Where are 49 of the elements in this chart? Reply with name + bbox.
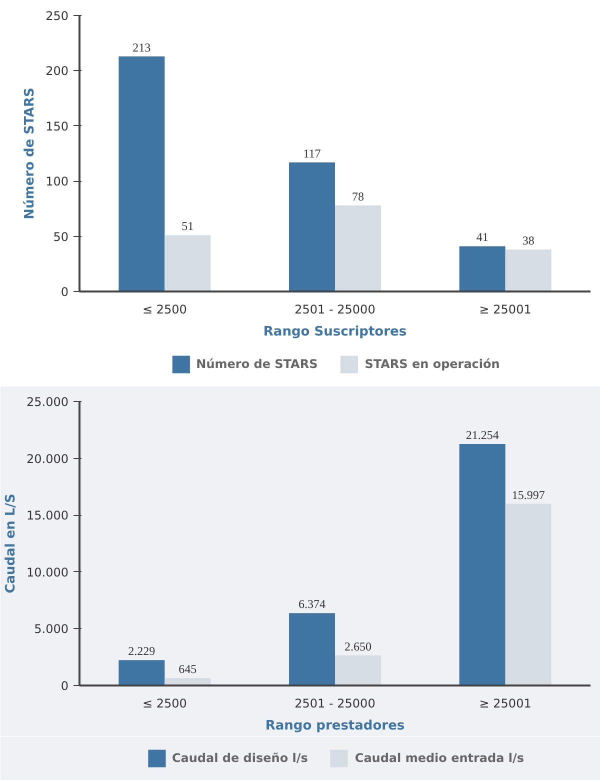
x-tick-label: ≥ 25001 — [479, 302, 532, 316]
bar — [289, 613, 335, 686]
y-axis-title: Número de STARS — [22, 88, 38, 220]
y-tick-label: 50 — [53, 230, 69, 244]
data-label: 21.254 — [466, 428, 499, 442]
y-tick-label: 200 — [46, 64, 68, 78]
bar — [164, 235, 211, 292]
data-label: 213 — [132, 40, 151, 54]
data-label: 2.650 — [344, 639, 372, 654]
bar — [118, 56, 165, 292]
x-tick-label: ≤ 2500 — [142, 302, 187, 316]
x-tick-label: 2501 - 25000 — [294, 302, 376, 316]
y-tick-label: 150 — [46, 119, 68, 134]
bar — [505, 250, 552, 292]
y-tick-label: 15.000 — [26, 508, 69, 523]
y-tick-label: 10.000 — [26, 565, 69, 580]
bar — [289, 162, 335, 292]
y-tick-label: 250 — [46, 9, 68, 23]
x-axis-title: Rango prestadores — [265, 718, 405, 734]
legend-label: Caudal de diseño l/s — [172, 751, 308, 765]
legend-label: Caudal medio entrada l/s — [354, 751, 524, 765]
data-label: 15.997 — [512, 488, 545, 502]
bar — [505, 504, 552, 686]
data-label: 78 — [352, 189, 364, 204]
data-label: 6.374 — [298, 597, 326, 612]
bar — [335, 655, 381, 686]
data-label: 117 — [303, 146, 321, 160]
y-tick-label: 100 — [46, 174, 68, 189]
y-axis-title: Caudal en L/S — [4, 494, 19, 594]
bar — [335, 205, 381, 292]
data-label: 2.229 — [128, 644, 156, 658]
x-tick-label: 2501 - 25000 — [294, 696, 376, 710]
x-tick-label: ≥ 25001 — [479, 696, 532, 710]
x-axis-title: Rango Suscriptores — [263, 324, 407, 340]
y-tick-label: 25.000 — [26, 395, 69, 409]
x-tick-label: ≤ 2500 — [142, 696, 187, 710]
y-tick-label: 0 — [60, 285, 69, 299]
bar — [118, 660, 165, 686]
y-tick-label: 5.000 — [34, 622, 69, 636]
bar — [459, 246, 506, 292]
data-label: 41 — [476, 230, 488, 244]
legend-label: Número de STARS — [196, 357, 318, 371]
data-label: 51 — [182, 219, 194, 234]
data-label: 645 — [178, 662, 197, 676]
legend-label: STARS en operación — [364, 357, 500, 371]
bar — [459, 444, 506, 686]
y-tick-label: 0 — [60, 679, 69, 693]
y-tick-label: 20.000 — [26, 452, 69, 466]
data-label: 38 — [522, 234, 534, 248]
